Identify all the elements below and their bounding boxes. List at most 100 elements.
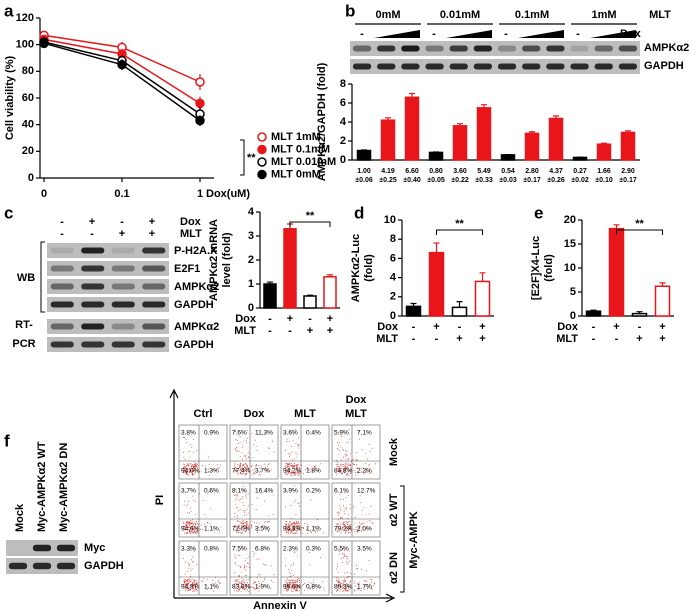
quadrant-percent: 8.1% [232,488,247,495]
quadrant-percent: 6.8% [255,546,270,553]
panel-letter: f [4,431,10,450]
condition-sign: + [149,216,155,228]
y-tick-label: 0 [390,310,396,322]
legend-label: MLT 0mM [271,168,321,180]
quadrant-percent: 3.7% [181,488,196,495]
legend-label: MLT 0.01mM [271,156,336,168]
bar [585,310,602,317]
condition-sign: + [659,321,665,333]
condition-sign: + [636,333,642,345]
band [111,247,135,254]
band [142,341,166,348]
band-label: Myc [84,542,105,554]
error-label: ±0.06 [355,177,373,184]
quadrant-percent: 2.3% [283,546,298,553]
error-bar [613,224,620,229]
bar [263,283,277,309]
flow-dots [234,429,275,476]
band [425,63,444,70]
quadrant-percent: 1.7% [357,584,372,591]
band [142,323,166,330]
panel-letter: a [4,1,14,20]
quadrant-percent: 3.5% [357,546,372,553]
y-tick-label: 1 [248,278,254,290]
value-label: 2.90 [621,168,635,175]
blot-strip [47,243,169,258]
annotation: ** [247,152,256,164]
quadrant-percent: 94.6% [181,526,200,533]
quadrant-percent: 1.3% [204,468,219,475]
quadrant-percent: 94.2% [283,468,302,475]
condition-label: Dox [377,321,399,333]
error-bar [659,282,666,287]
condition-sign: - [592,321,596,333]
band [473,63,493,70]
column-label: MLT [345,408,367,420]
bar [476,107,492,161]
band [425,45,444,52]
band [81,323,105,330]
error-bar [601,142,607,145]
quadrant-percent: 72.0% [232,526,251,533]
row-label: Mock [388,437,400,466]
error-bar [433,242,440,253]
condition-label: MLT [376,333,398,345]
band [570,63,589,70]
y-tick-label: 120 [16,12,34,24]
legend-label: MLT 0.1mM [271,143,330,155]
blot-strip [47,279,169,294]
quadrant-percent: 1.1% [306,526,321,533]
gate-lines [332,541,380,595]
band-label: AMPKα2 [174,321,219,333]
y-tick-label: 3 [248,230,254,242]
condition-sign: - [268,325,272,337]
quadrant-percent: 5.9% [334,430,349,437]
bracket [40,241,45,313]
error-bar [307,294,313,296]
value-label: 2.80 [525,168,539,175]
dox-minus: - [576,28,580,40]
y-tick-label: 8 [340,78,346,90]
band [81,341,105,348]
bar [474,280,491,317]
lane-label: Myc-AMPKα2 DN [58,443,70,532]
y-tick-label: 0 [28,172,34,184]
error-bar [553,115,559,119]
y-tick-label: 0 [570,310,576,322]
error-bar [456,301,463,308]
error-bar [590,309,597,312]
value-label: 4.19 [381,168,395,175]
bracket [400,485,405,593]
band [618,45,638,52]
band [594,63,613,70]
band-label: GAPDH [174,339,214,351]
quadrant-percent: 3.8% [181,430,196,437]
band [81,301,105,308]
quadrant-percent: 0.4% [306,430,321,437]
panel-letter: b [345,1,355,20]
band-label: AMPKα2 [174,281,219,293]
legend-marker [257,169,267,180]
flow-plot [229,540,279,596]
y-tick-label: 2 [390,291,396,303]
data-point [39,38,49,49]
value-label: 3.60 [453,168,467,175]
bar [380,119,396,161]
data-point [117,59,127,70]
annotation: ** [455,218,464,230]
y-tick-label: 20 [564,214,576,226]
value-label: 4.37 [549,168,563,175]
quadrant-percent: 2.2% [357,468,372,475]
dose-wedge [590,30,636,38]
flow-plot [229,424,279,480]
bar [428,251,445,317]
condition-sign: - [60,216,64,228]
dose-wedge [374,30,420,38]
dox-minus: - [504,28,508,40]
band [56,562,76,570]
bar [404,96,420,161]
condition-label: Dox [235,313,257,325]
blot-strip [47,297,169,312]
condition-sign: + [119,228,125,240]
data-point [195,77,205,87]
